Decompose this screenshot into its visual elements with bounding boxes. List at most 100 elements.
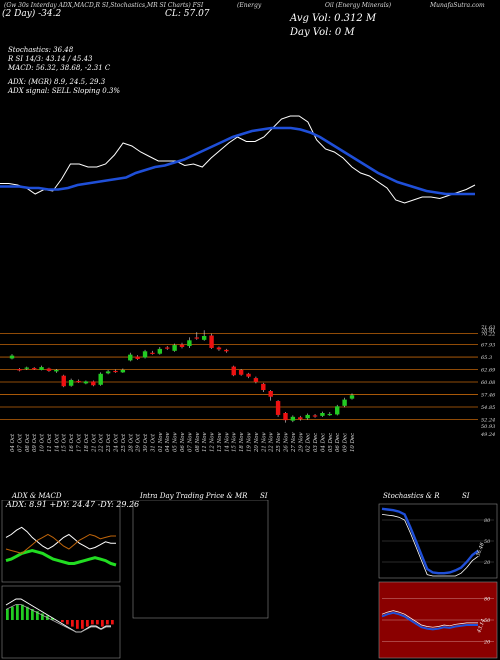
candle-body bbox=[17, 369, 22, 371]
moving-average-line bbox=[0, 126, 475, 196]
candle-body bbox=[290, 416, 296, 421]
date-tick-label: 06 Dec bbox=[335, 433, 341, 452]
stoch-tick-label: 50 bbox=[484, 539, 491, 545]
date-tick-label: 20 Nov bbox=[254, 432, 260, 453]
adx-series-line bbox=[5, 526, 116, 550]
candle-body bbox=[224, 349, 229, 352]
intraday-panel bbox=[132, 500, 269, 619]
day-volume: Day Vol: 0 M bbox=[290, 27, 355, 38]
macd-histogram-bar bbox=[26, 606, 29, 620]
date-tick-label: 08 Nov bbox=[195, 432, 201, 452]
stoch-value-label: 36.48 bbox=[475, 542, 486, 558]
price-level-label: 52.24 bbox=[481, 418, 495, 424]
macd-histogram-bar bbox=[6, 609, 9, 620]
date-tick-label: 18 Oct bbox=[84, 433, 90, 452]
candle-body bbox=[150, 352, 155, 354]
date-tick-label: 21 Nov bbox=[261, 432, 267, 453]
price-level-label: 54.85 bbox=[481, 405, 495, 411]
macd-histogram-bar bbox=[106, 620, 109, 625]
price-level-label: 70.91 bbox=[481, 328, 495, 334]
candle-body bbox=[349, 395, 355, 399]
date-tick-label: 05 Nov bbox=[173, 432, 179, 452]
macd-readout: MACD: 56.32, 38.68, -2.31 C bbox=[8, 64, 111, 72]
macd-histogram-bar bbox=[101, 620, 104, 627]
macd-line bbox=[5, 598, 111, 633]
macd-histogram-bar bbox=[66, 620, 69, 625]
candle-body bbox=[298, 417, 303, 420]
date-tick-label: 07 Nov bbox=[187, 432, 193, 452]
date-tick-label: 05 Dec bbox=[328, 433, 334, 452]
macd-signal-line bbox=[5, 604, 111, 633]
candle-body bbox=[172, 345, 177, 351]
date-tick-label: 03 Dec bbox=[313, 433, 319, 452]
date-tick-label: 09 Oct bbox=[32, 433, 38, 452]
price-level-label: 65.3 bbox=[481, 355, 492, 361]
candle-body bbox=[61, 375, 66, 387]
chart-subtitle: (Gw 30s Interday ADX,MACD,R SI,Stochasti… bbox=[4, 2, 204, 9]
date-tick-label: 08 Oct bbox=[25, 433, 31, 452]
date-tick-label: 22 Oct bbox=[99, 433, 105, 453]
date-tick-label: 02 Dec bbox=[306, 433, 312, 452]
date-tick-label: 13 Nov bbox=[217, 432, 223, 452]
candle-body bbox=[320, 413, 325, 416]
candle-body bbox=[9, 355, 15, 359]
candle-body bbox=[135, 356, 140, 359]
candle-body bbox=[283, 413, 288, 421]
macd-histogram-bar bbox=[111, 620, 114, 625]
date-tick-label: 14 Oct bbox=[54, 433, 60, 452]
candle-body bbox=[209, 335, 214, 348]
adx-series-line bbox=[5, 533, 116, 554]
candle-body bbox=[142, 351, 148, 358]
date-tick-label: 10 Oct bbox=[40, 433, 46, 452]
stoch-panel-title: Stochastics & R bbox=[383, 492, 440, 500]
candle-body bbox=[105, 371, 111, 374]
date-tick-label: 11 Nov bbox=[202, 432, 208, 452]
intraday-panel-title: Intra Day Trading Price & MR bbox=[140, 492, 248, 500]
date-tick-label: 25 Oct bbox=[121, 433, 127, 453]
candle-body bbox=[91, 381, 96, 386]
macd-histogram-bar bbox=[36, 611, 39, 620]
date-tick-label: 26 Nov bbox=[283, 432, 289, 453]
candle-body bbox=[54, 369, 59, 372]
adx-panel-stat: ADX: 8.91 +DY: 24.47 -DY: 29.26 bbox=[6, 500, 140, 509]
candle-body bbox=[342, 399, 347, 406]
stochastics-readout: Stochastics: 36.48 bbox=[8, 46, 74, 54]
macd-histogram-bar bbox=[51, 617, 54, 620]
candle-body bbox=[305, 414, 310, 419]
macd-histogram-bar bbox=[16, 604, 19, 620]
rsi-tick-label: 50 bbox=[484, 618, 491, 624]
candle-body bbox=[120, 369, 126, 373]
candle-body bbox=[335, 406, 340, 415]
candle-body bbox=[231, 366, 236, 376]
adx-readout: ADX: (MGR) 8.9, 24.5, 29.3 bbox=[8, 78, 106, 86]
date-tick-label: 22 Nov bbox=[269, 432, 275, 453]
candle-body bbox=[39, 367, 44, 370]
price-level-label: 70.22 bbox=[481, 332, 495, 338]
macd-histogram-bar bbox=[61, 620, 64, 623]
candle-body bbox=[76, 380, 81, 383]
date-tick-label: 06 Nov bbox=[180, 432, 186, 452]
date-tick-label: 01 Nov bbox=[158, 432, 164, 452]
date-tick-label: 29 Oct bbox=[136, 433, 142, 453]
date-tick-label: 24 Oct bbox=[113, 433, 119, 453]
intraday-panel-title-2: SI bbox=[260, 492, 268, 500]
candle-body bbox=[113, 370, 118, 373]
macd-histogram-bar bbox=[21, 604, 24, 620]
date-tick-label: 18 Nov bbox=[239, 432, 245, 452]
date-tick-label: 12 Nov bbox=[210, 432, 216, 452]
price-ma-chart bbox=[0, 115, 476, 204]
close-price: CL: 57.07 bbox=[165, 9, 210, 19]
macd-histogram-bar bbox=[86, 620, 89, 627]
date-tick-label: 29 Nov bbox=[298, 432, 304, 453]
price-level-label: 62.69 bbox=[481, 368, 496, 374]
date-tick-label: 04 Dec bbox=[320, 433, 326, 452]
date-tick-label: 21 Oct bbox=[91, 433, 97, 453]
candle-body bbox=[179, 344, 185, 347]
adx-panel-title: ADX & MACD bbox=[12, 492, 62, 500]
date-tick-label: 23 Oct bbox=[106, 433, 112, 453]
rsi-tick-label: 20 bbox=[483, 640, 491, 646]
rsi-signal-line bbox=[381, 610, 478, 628]
candle-body bbox=[275, 401, 281, 415]
candle-body bbox=[201, 336, 207, 340]
